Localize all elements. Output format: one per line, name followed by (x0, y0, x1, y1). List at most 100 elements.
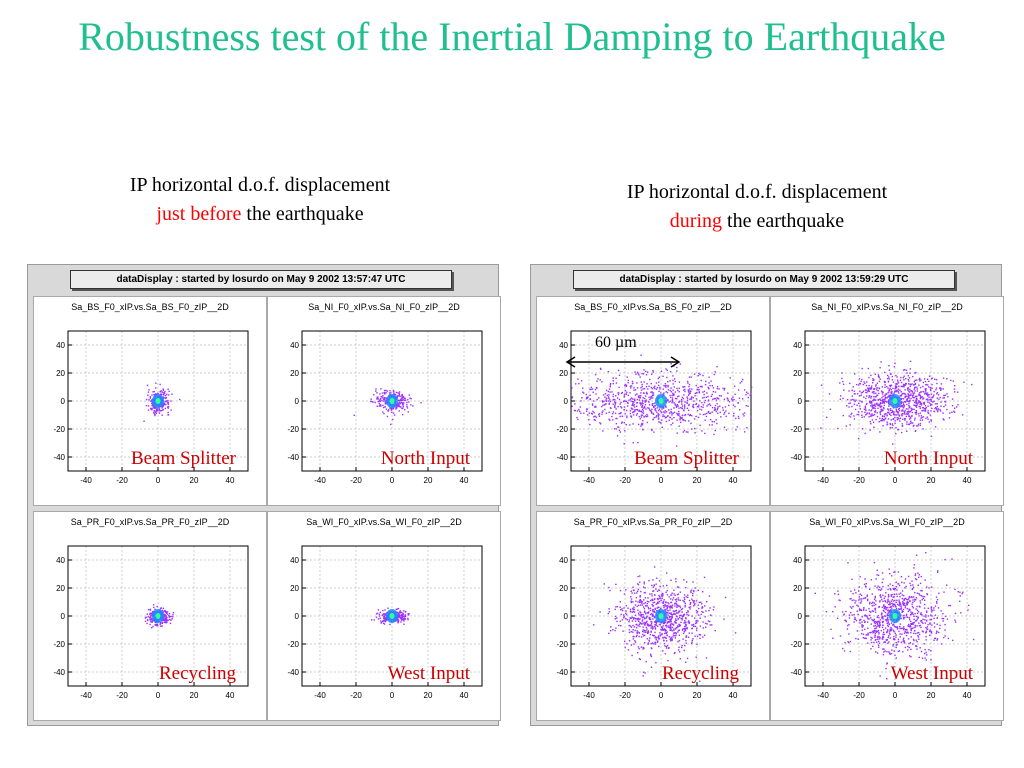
scatter-point (919, 412, 921, 414)
scatter-point (890, 384, 893, 386)
scatter-point (939, 396, 941, 399)
scatter-point (875, 651, 877, 653)
scatter-point (615, 422, 618, 425)
scatter-point (879, 417, 881, 420)
scatter-point (614, 405, 616, 407)
scatter-point (675, 612, 678, 614)
scatter-point (168, 612, 171, 615)
scatter-point (899, 595, 901, 598)
scatter-point (918, 656, 920, 659)
scatter-point (630, 631, 632, 633)
scatter-point (375, 388, 377, 390)
scatter-point (398, 401, 401, 404)
scatter-point (720, 416, 722, 418)
scatter-point (637, 441, 639, 444)
scatter-point (915, 399, 917, 401)
scatter-point (913, 392, 916, 394)
scatter-point (690, 414, 693, 417)
scatter-point (940, 383, 943, 385)
subplot-label: West Input (891, 663, 974, 684)
scatter-point (383, 389, 386, 392)
scatter-point (889, 652, 891, 654)
scatter-point (878, 638, 881, 640)
scatter-point (695, 402, 698, 405)
scatter-point (848, 390, 850, 392)
x-tick-label: 0 (659, 691, 664, 700)
scatter-point (865, 391, 867, 394)
scatter-point (864, 578, 866, 580)
scatter-point (623, 400, 625, 402)
scatter-point (914, 598, 916, 601)
scatter-point (621, 609, 624, 612)
scatter-point (691, 639, 693, 642)
scatter-point (967, 604, 970, 607)
scatter-point (167, 402, 169, 405)
scatter-point (683, 405, 686, 408)
scatter-point (874, 622, 876, 625)
scatter-point (681, 407, 684, 410)
scatter-point (906, 601, 909, 603)
scatter-point (886, 663, 888, 665)
scatter-point (734, 393, 736, 396)
scatter-point (671, 418, 673, 420)
scatter-point (708, 609, 710, 612)
scatter-point (651, 404, 654, 407)
scatter-point (667, 625, 669, 627)
scatter-point (641, 422, 643, 425)
scatter-point (659, 632, 661, 634)
scatter-point (899, 636, 901, 638)
scatter-point (664, 621, 666, 624)
scatter-point (960, 612, 962, 614)
scatter-point (638, 618, 640, 621)
scatter-point (923, 378, 926, 380)
scatter-point (398, 615, 401, 617)
scatter-point (696, 629, 698, 631)
scatter-point (910, 648, 912, 651)
scatter-point (636, 634, 638, 637)
scatter-point (640, 392, 642, 394)
scatter-point (873, 390, 875, 393)
scatter-point (697, 386, 699, 389)
caption-right-rest: the earthquake (727, 210, 845, 232)
x-tick-label: 40 (226, 476, 235, 485)
scatter-point (669, 612, 671, 614)
scatter-point (665, 591, 667, 593)
scatter-point (679, 599, 681, 602)
scatter-point (384, 400, 387, 402)
scatter-point (683, 429, 686, 432)
scatter-point (689, 413, 692, 416)
scatter-point (679, 591, 682, 593)
scatter-point (705, 610, 707, 612)
scatter-point (953, 384, 956, 387)
scatter-point (666, 572, 668, 574)
scatter-point (149, 608, 152, 611)
scatter-point (867, 599, 869, 602)
scatter-point (153, 606, 155, 609)
y-tick-label: -40 (53, 453, 65, 462)
scatter-point (603, 583, 605, 585)
scatter-point (623, 393, 626, 396)
scatter-point (659, 635, 662, 637)
scatter-point (668, 412, 671, 414)
scatter-point (703, 401, 706, 404)
scatter-point (886, 630, 889, 632)
scatter-point (673, 416, 675, 419)
scatter-point (683, 407, 686, 409)
scatter-point (596, 398, 598, 401)
scatter-point (876, 652, 879, 654)
scatter-point (676, 395, 679, 398)
scatter-point (653, 406, 655, 409)
scatter-point (149, 613, 151, 615)
scatter-point (384, 620, 387, 623)
scatter-point (658, 408, 661, 410)
scatter-point (839, 382, 841, 384)
scatter-point (900, 394, 903, 396)
scatter-point (926, 626, 929, 628)
scatter-point (678, 395, 680, 397)
scatter-point (676, 404, 679, 406)
scatter-point (403, 615, 405, 617)
scatter-point (382, 411, 384, 413)
scatter-point (146, 384, 149, 387)
scatter-point (152, 405, 154, 407)
scatter-point (910, 584, 912, 587)
